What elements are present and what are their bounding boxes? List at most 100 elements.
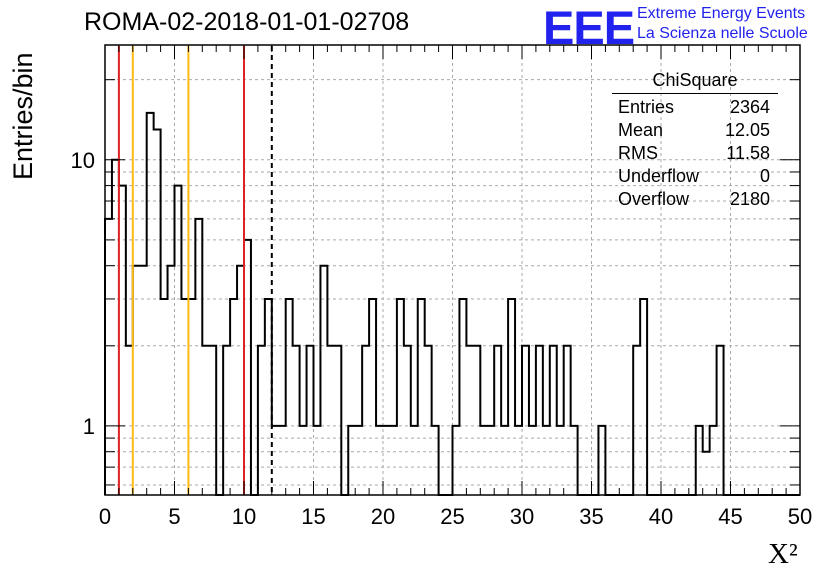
histogram-bin xyxy=(633,346,640,495)
histogram-bin xyxy=(181,299,188,495)
histogram-bin xyxy=(459,299,466,495)
histogram-bin xyxy=(154,129,161,495)
histogram-bin xyxy=(307,346,314,495)
stats-label: Entries xyxy=(618,97,675,117)
stats-value: 12.05 xyxy=(724,120,770,140)
histogram-bin xyxy=(487,426,494,495)
logo-line-1: Extreme Energy Events xyxy=(637,5,806,22)
histogram-bin xyxy=(710,426,717,495)
logo-text: Extreme Energy Events La Scienza nelle S… xyxy=(637,4,808,44)
x-tick-label: 30 xyxy=(510,504,534,529)
histogram-bin xyxy=(258,346,265,495)
histogram-bin xyxy=(348,426,355,495)
histogram-bin xyxy=(522,346,529,495)
y-axis-label: Entries/bin xyxy=(8,52,38,180)
histogram-bin xyxy=(237,266,244,495)
histogram-bin xyxy=(265,299,272,495)
histogram-bin xyxy=(314,426,321,495)
stats-value: 11.58 xyxy=(726,143,770,163)
x-tick-label: 5 xyxy=(168,504,180,529)
stats-value: 2364 xyxy=(729,97,770,117)
histogram-bin xyxy=(453,426,460,495)
histogram-bin xyxy=(147,113,154,495)
x-tick-label: 25 xyxy=(440,504,464,529)
chart-title: ROMA-02-2018-01-01-02708 xyxy=(84,8,410,36)
x-tick-label: 0 xyxy=(99,504,111,529)
histogram-bin xyxy=(133,266,140,495)
stats-row-rms: RMS 11.58 xyxy=(612,142,778,165)
histogram-bin xyxy=(209,346,216,495)
x-tick-label: 45 xyxy=(718,504,742,529)
histogram-bin xyxy=(536,346,543,495)
x-tick-label: 40 xyxy=(649,504,673,529)
histogram-bin xyxy=(223,346,230,495)
histogram-bin xyxy=(411,426,418,495)
histogram-bin xyxy=(598,426,605,495)
histogram-bin xyxy=(432,426,439,495)
histogram-bin xyxy=(529,426,536,495)
stats-row-entries: Entries 2364 xyxy=(612,96,778,119)
histogram-bin xyxy=(418,299,425,495)
stats-row-underflow: Underflow 0 xyxy=(612,165,778,188)
stats-title: ChiSquare xyxy=(612,70,778,94)
histogram-bin xyxy=(119,186,126,495)
histogram-bin xyxy=(501,426,508,495)
histogram-bin xyxy=(168,266,175,495)
histogram-bin xyxy=(515,426,522,495)
histogram-bin xyxy=(404,346,411,495)
histogram-bin xyxy=(543,426,550,495)
stats-row-mean: Mean 12.05 xyxy=(612,119,778,142)
histogram-bin xyxy=(557,426,564,495)
histogram-bin xyxy=(494,346,501,495)
histogram-bin xyxy=(279,426,286,495)
histogram-bin xyxy=(425,346,432,495)
x-tick-label: 15 xyxy=(301,504,325,529)
histogram-bin xyxy=(161,299,168,495)
stats-label: Mean xyxy=(618,120,664,140)
histogram-bin xyxy=(327,346,334,495)
histogram-bin xyxy=(320,266,327,495)
histogram-bin xyxy=(640,299,647,495)
y-tick-label: 10 xyxy=(71,148,95,173)
histogram-bin xyxy=(244,240,251,495)
histogram-bin xyxy=(473,346,480,495)
y-tick-label: 1 xyxy=(83,414,95,439)
histogram-bin xyxy=(571,426,578,495)
histogram-bin xyxy=(550,346,557,495)
stats-row-overflow: Overflow 2180 xyxy=(612,188,778,211)
histogram-bin xyxy=(390,426,397,495)
x-tick-label: 20 xyxy=(371,504,395,529)
histogram-bin xyxy=(397,299,404,495)
stats-label: Overflow xyxy=(618,189,690,209)
histogram-bin xyxy=(362,346,369,495)
x-tick-label: 50 xyxy=(788,504,812,529)
stats-value: 0 xyxy=(759,166,770,186)
histogram-bin xyxy=(230,299,237,495)
histogram-bin xyxy=(195,219,202,495)
stats-value: 2180 xyxy=(729,189,770,209)
histogram-bin xyxy=(355,426,362,495)
histogram-bin xyxy=(112,160,119,495)
histogram-bin xyxy=(286,299,293,495)
histogram-bin xyxy=(126,346,133,495)
histogram-bin xyxy=(466,346,473,495)
logo-line-2: La Scienza nelle Scuole xyxy=(637,25,808,42)
histogram-bin xyxy=(508,299,515,495)
histogram-bin xyxy=(300,426,307,495)
histogram-bin xyxy=(334,346,341,495)
histogram-bin xyxy=(376,426,383,495)
x-tick-label: 10 xyxy=(232,504,256,529)
histogram-bin xyxy=(480,426,487,495)
histogram-bin xyxy=(293,346,300,495)
x-tick-label: 35 xyxy=(579,504,603,529)
stats-box: ChiSquare Entries 2364 Mean 12.05 RMS 11… xyxy=(612,70,778,211)
histogram-bin xyxy=(105,219,112,495)
x-axis-label: X² xyxy=(768,538,798,570)
histogram-bin xyxy=(703,452,710,495)
histogram-bin xyxy=(717,346,724,495)
histogram-bin xyxy=(369,299,376,495)
histogram-bin xyxy=(696,426,703,495)
histogram-bin xyxy=(202,346,209,495)
histogram-bin xyxy=(272,426,279,495)
